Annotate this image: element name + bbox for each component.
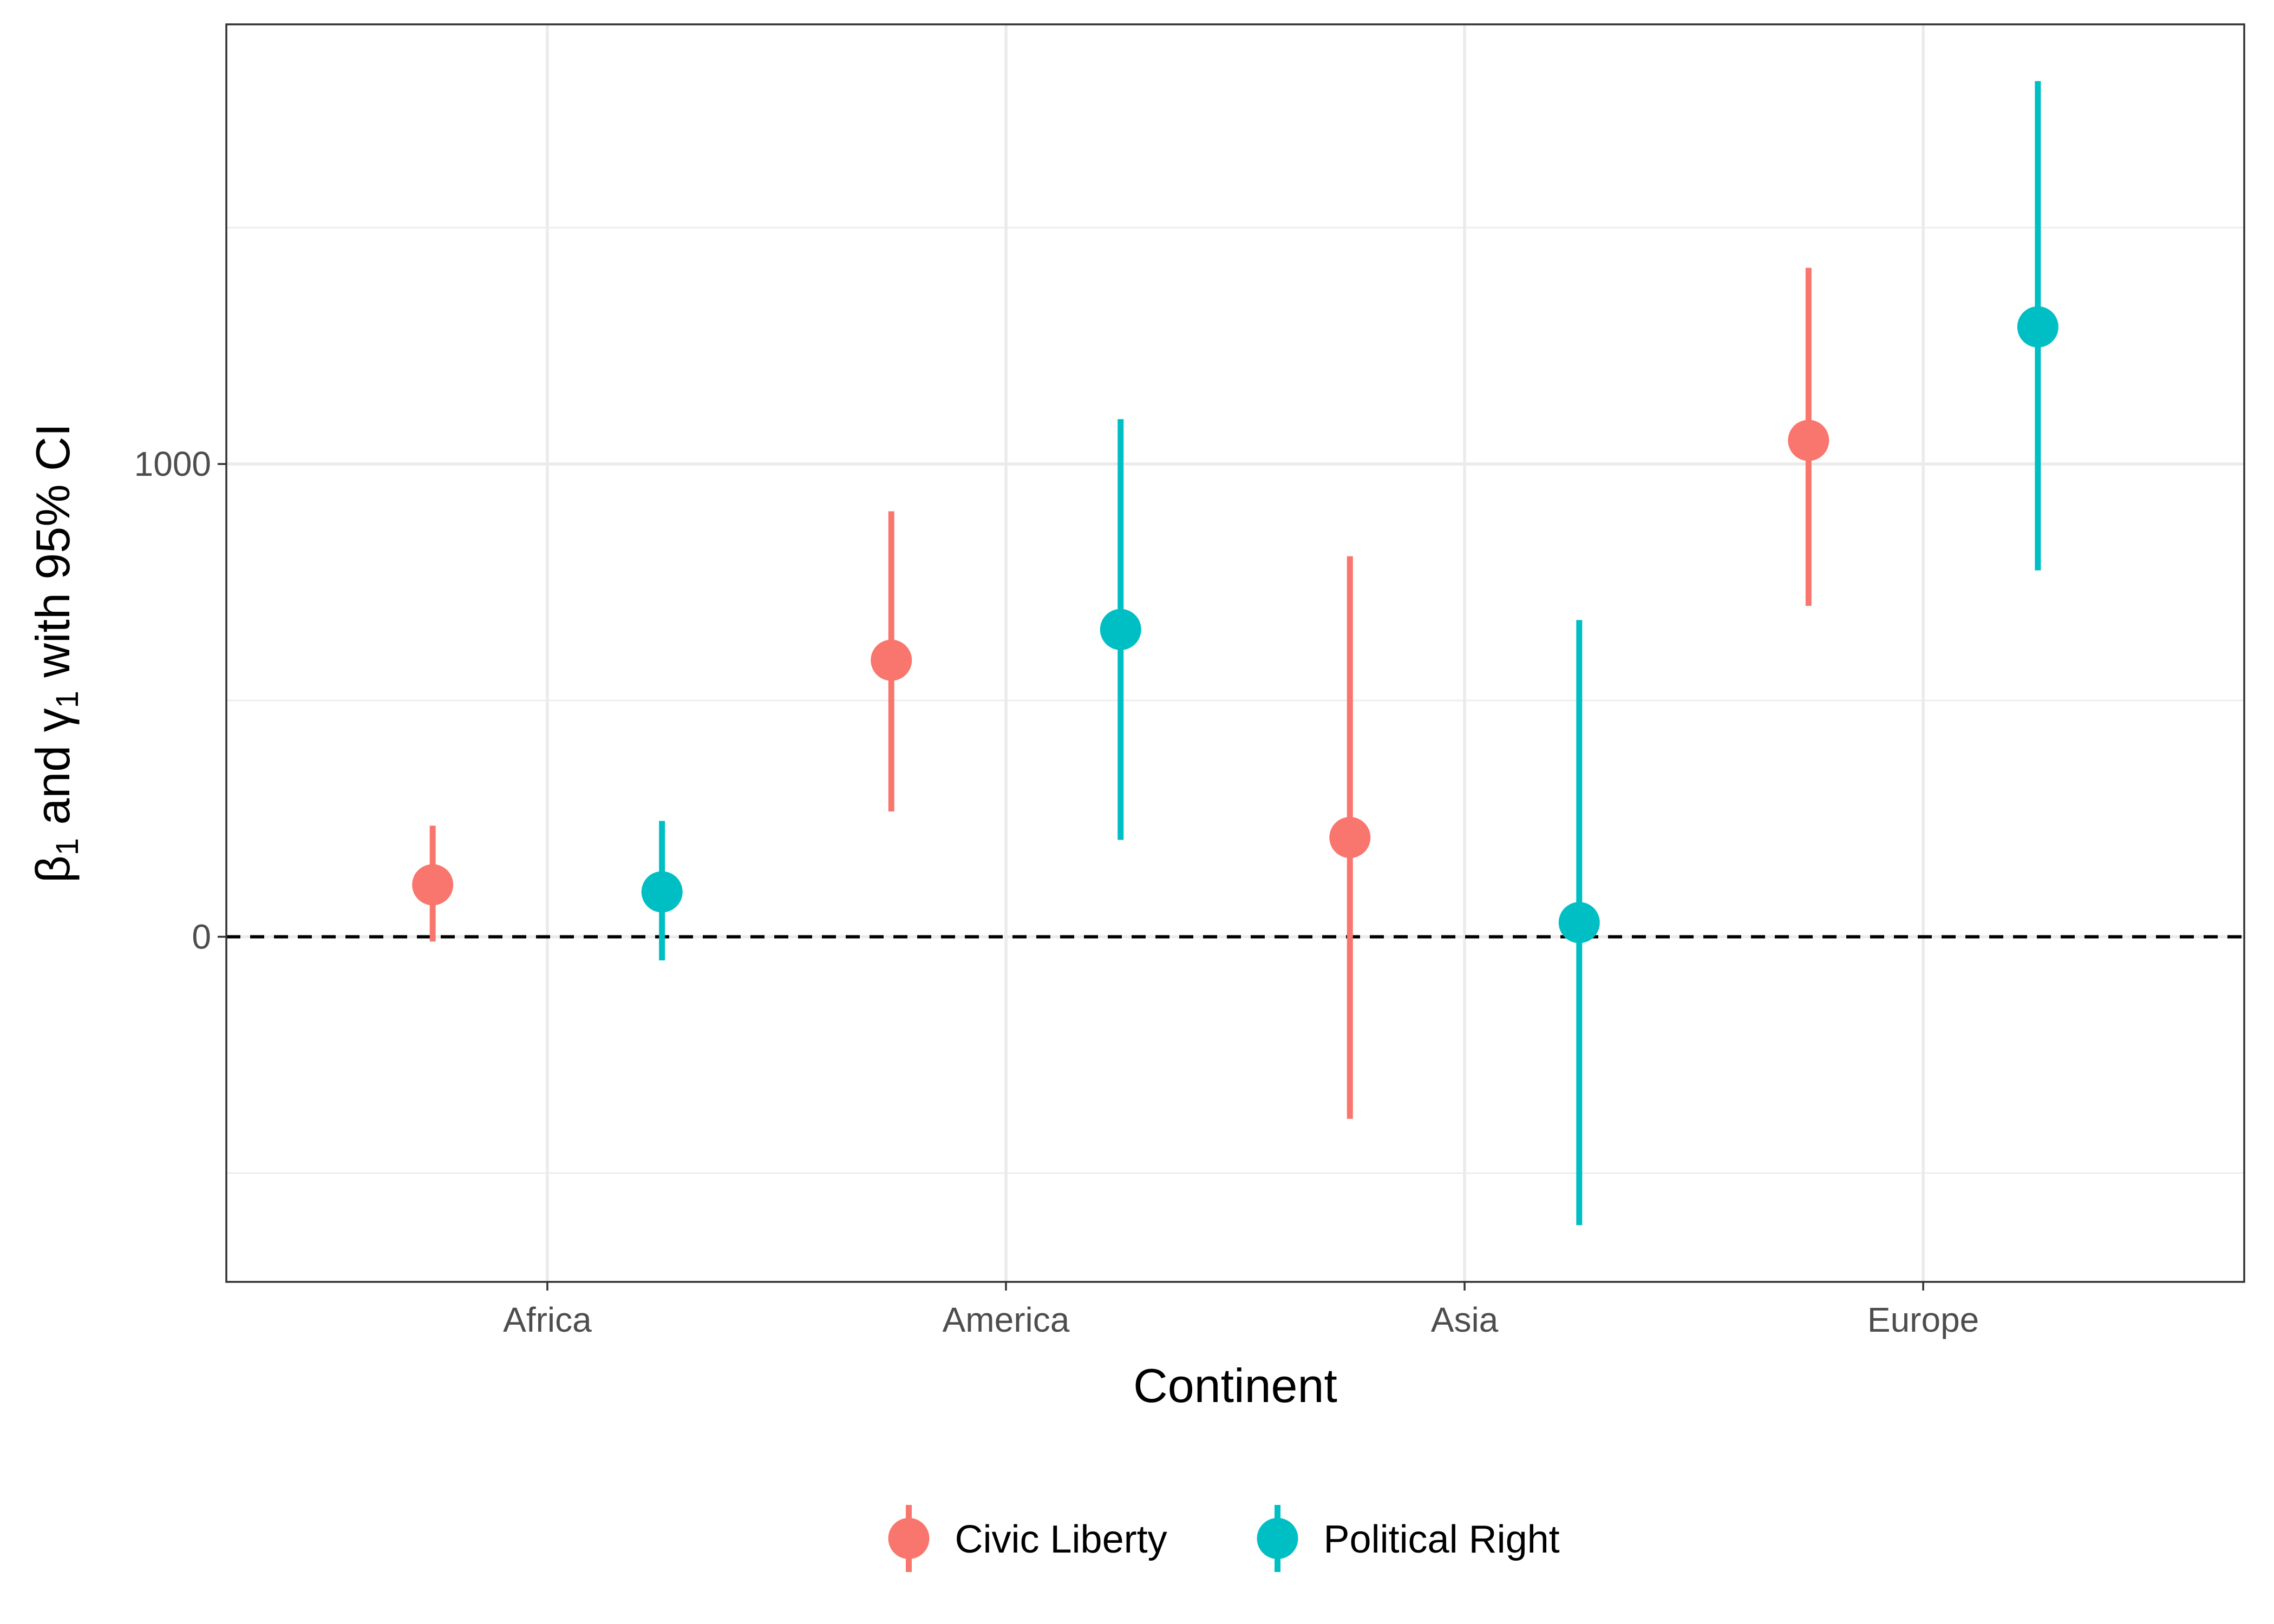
y-axis-title-subscript: 1	[50, 838, 85, 855]
x-tick-label: America	[943, 1300, 1070, 1339]
data-point	[2017, 306, 2059, 348]
x-tick-label: Europe	[1867, 1300, 1979, 1339]
legend-label: Political Right	[1324, 1518, 1560, 1561]
y-axis-title-part: β	[26, 855, 80, 883]
legend: Civic Liberty Political Right	[888, 1505, 1560, 1572]
axes: 0 1000 Africa America Asia Europe	[134, 444, 1979, 1339]
y-axis-title-part: γ	[26, 708, 80, 732]
data-point	[1788, 420, 1829, 461]
y-axis-title: β1 and γ1 with 95% CI	[26, 423, 85, 883]
data-point	[871, 639, 912, 681]
data-point	[412, 864, 454, 906]
x-axis-title: Continent	[1133, 1359, 1337, 1412]
data-point	[1558, 902, 1600, 944]
data-point	[1100, 608, 1141, 650]
legend-key-point	[1257, 1518, 1298, 1559]
x-tick-label: Asia	[1431, 1300, 1499, 1339]
y-tick-label: 0	[192, 917, 211, 956]
y-tick-label: 1000	[134, 444, 211, 483]
panel-border	[225, 23, 2245, 1283]
x-tick-label: Africa	[503, 1300, 592, 1339]
data-marks	[412, 81, 2059, 1226]
y-axis-title-part: and	[26, 732, 80, 838]
legend-label: Civic Liberty	[955, 1518, 1167, 1561]
y-axis-title-subscript: 1	[50, 691, 85, 708]
data-point	[1329, 817, 1371, 859]
data-point	[641, 871, 683, 913]
legend-key-point	[888, 1518, 930, 1559]
y-axis-title-part: with 95% CI	[26, 423, 80, 691]
